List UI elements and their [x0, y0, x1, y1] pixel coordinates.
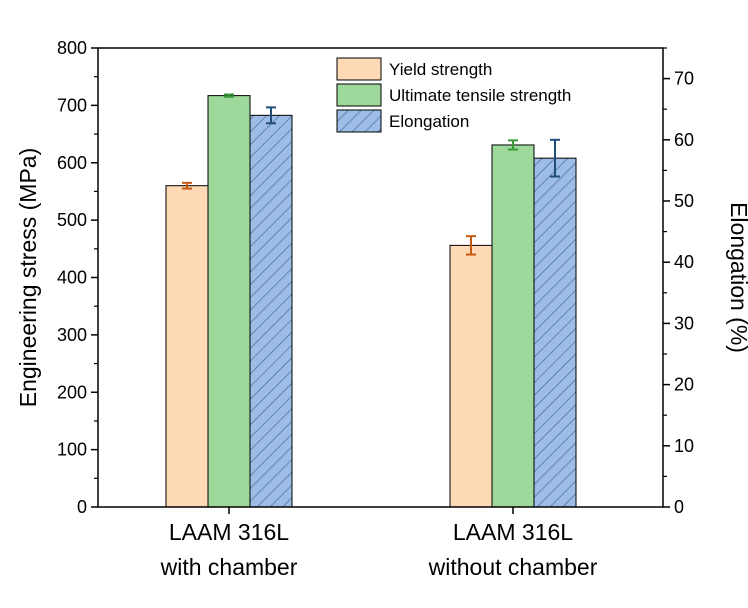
x-category-label: with chamber [160, 554, 298, 580]
bar-elongation [533, 157, 577, 508]
y2-tick-label: 50 [674, 191, 694, 211]
y-tick-label: 100 [57, 440, 87, 460]
legend-swatch [336, 57, 382, 81]
y2-tick-label: 0 [674, 497, 684, 517]
y-tick-label: 800 [57, 38, 87, 58]
legend-label: Yield strength [389, 60, 492, 79]
y-tick-label: 600 [57, 153, 87, 173]
y2-axis-title: Elongation (%) [726, 202, 748, 353]
legend: Yield strength Ultimate tensile strength E… [336, 57, 571, 133]
legend-label: Ultimate tensile strength [389, 86, 571, 105]
legend-swatch [336, 109, 382, 133]
bars-layer [165, 93, 577, 508]
bar-elongation [249, 114, 293, 508]
x-category-label: LAAM 316L [453, 519, 573, 545]
y2-tick-label: 70 [674, 69, 694, 89]
bar-yield-strength [165, 185, 209, 508]
y-tick-label: 0 [77, 497, 87, 517]
y-tick-label: 700 [57, 95, 87, 115]
legend-label: Elongation [389, 112, 469, 131]
y2-tick-label: 30 [674, 313, 694, 333]
x-category-label: LAAM 316L [169, 519, 289, 545]
y-tick-label: 400 [57, 268, 87, 288]
bar-yield-strength [449, 244, 493, 508]
y2-tick-label: 10 [674, 436, 694, 456]
y2-tick-label: 40 [674, 252, 694, 272]
ticks-layer [91, 47, 670, 514]
y-tick-label: 500 [57, 210, 87, 230]
y2-tick-label: 60 [674, 130, 694, 150]
y-axis-title: Engineering stress (MPa) [15, 148, 41, 408]
y-tick-label: 200 [57, 382, 87, 402]
y2-tick-label: 20 [674, 375, 694, 395]
legend-swatch [336, 83, 382, 107]
bar-ultimate-tensile-strength [207, 95, 251, 508]
bar-ultimate-tensile-strength [491, 144, 535, 508]
x-category-label: without chamber [428, 554, 598, 580]
labels-layer: 0 100 200 300 400 500 600 700 800 0 10 20 30 40 50 60 70… [57, 38, 694, 580]
y-tick-label: 300 [57, 325, 87, 345]
